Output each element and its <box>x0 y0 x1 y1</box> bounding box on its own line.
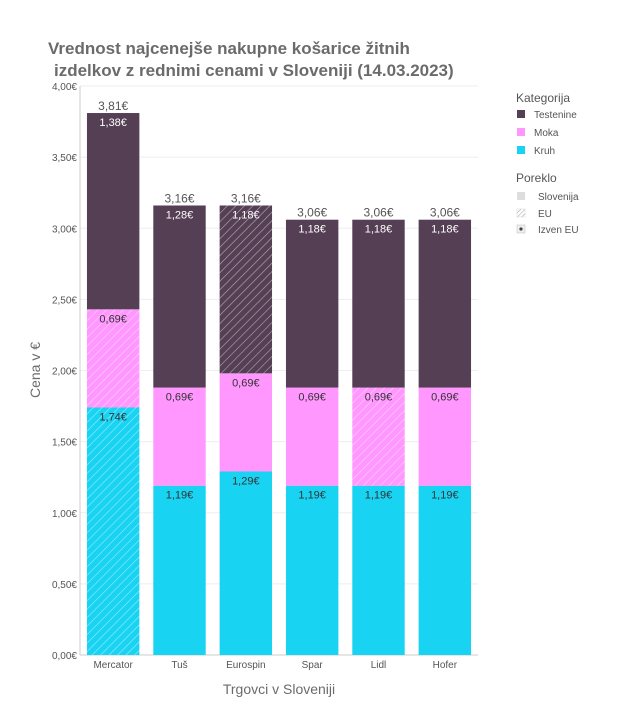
data-label-kruh: 1,19€ <box>166 490 194 502</box>
bar-segment-testenine[interactable] <box>285 219 339 388</box>
chart-title-line-2: izdelkov z rednimi cenami v Sloveniji (1… <box>54 61 454 80</box>
y-tick-label: 0,50€ <box>52 580 77 591</box>
legend-item-moka[interactable]: Moka <box>534 128 559 139</box>
bar-segment-moka[interactable] <box>285 387 339 486</box>
y-tick-label: 1,50€ <box>52 438 77 449</box>
bar-segment-hatch-eu <box>219 205 273 374</box>
legend-swatch-kruh <box>517 146 525 154</box>
x-tick-label: Mercator <box>93 660 133 671</box>
legend-item-slovenija[interactable]: Slovenija <box>538 192 579 203</box>
data-label-moka: 0,69€ <box>99 313 127 325</box>
data-label-kruh: 1,29€ <box>232 475 260 487</box>
data-label-testenine: 1,28€ <box>166 209 194 221</box>
data-label-kruh: 1,74€ <box>99 411 127 423</box>
y-tick-label: 2,00€ <box>52 367 77 378</box>
total-label: 3,06€ <box>363 206 393 220</box>
data-label-testenine: 1,38€ <box>99 117 127 129</box>
data-label-moka: 0,69€ <box>298 392 326 404</box>
x-axis-ticks: Mercator Tuš Eurospin Spar Lidl Hofer <box>93 660 457 671</box>
data-label-testenine: 1,18€ <box>298 224 326 236</box>
x-tick-label: Hofer <box>433 660 458 671</box>
bar-segment-hatch-eu <box>86 309 140 408</box>
bar-segment-hatch-eu <box>86 407 140 655</box>
x-axis-title: Trgovci v Sloveniji <box>223 681 335 697</box>
legend-item-eu[interactable]: EU <box>538 209 552 220</box>
legend-dot-izven-eu <box>519 227 523 231</box>
data-label-moka: 0,69€ <box>365 392 393 404</box>
legend-item-izven-eu[interactable]: Izven EU <box>538 225 579 236</box>
y-axis-title: Cena v € <box>27 342 43 398</box>
y-tick-label: 0,00€ <box>52 651 77 662</box>
legend-swatch-slovenija <box>517 192 525 200</box>
bar-segment-moka[interactable] <box>219 373 273 472</box>
legend-swatch-testenine <box>517 110 525 118</box>
y-tick-label: 2,50€ <box>52 295 77 306</box>
bar-segment-kruh[interactable] <box>219 471 273 655</box>
bar-segment-kruh[interactable] <box>418 485 472 655</box>
x-tick-label: Eurospin <box>226 660 265 671</box>
y-tick-label: 4,00€ <box>52 82 77 93</box>
total-label: 3,06€ <box>430 206 460 220</box>
data-label-testenine: 1,18€ <box>232 209 260 221</box>
total-label: 3,16€ <box>231 191 261 205</box>
bar-segment-moka[interactable] <box>153 387 206 486</box>
legend-item-kruh[interactable]: Kruh <box>534 146 555 157</box>
data-label-moka: 0,69€ <box>232 377 260 389</box>
bar-segment-kruh[interactable] <box>352 485 405 655</box>
total-label: 3,06€ <box>297 206 327 220</box>
data-label-testenine: 1,18€ <box>431 224 459 236</box>
data-label-moka: 0,69€ <box>166 392 194 404</box>
chart-title-line-1: Vrednost najcenejše nakupne košarice žit… <box>48 39 410 58</box>
data-label-moka: 0,69€ <box>431 392 459 404</box>
total-label: 3,16€ <box>164 191 194 205</box>
legend-item-testenine[interactable]: Testenine <box>534 110 577 121</box>
legend-swatch-moka <box>517 128 525 136</box>
data-label-kruh: 1,19€ <box>365 490 393 502</box>
chart-title: Vrednost najcenejše nakupne košarice žit… <box>48 39 454 80</box>
bar-segment-testenine[interactable] <box>86 113 140 310</box>
gridlines <box>80 85 478 656</box>
bars <box>86 113 472 655</box>
bar-segment-testenine[interactable] <box>153 205 206 388</box>
bar-segment-testenine[interactable] <box>352 219 405 388</box>
data-labels: 1,74€ 0,69€ 1,38€ 3,81€ 1,19€ 0,69€ 1,28€ 3,16€… <box>98 99 460 502</box>
bar-segment-hatch-eu <box>352 387 405 486</box>
y-tick-label: 3,50€ <box>52 153 77 164</box>
bar-segment-testenine[interactable] <box>418 219 472 388</box>
y-tick-label: 3,00€ <box>52 224 77 235</box>
data-label-kruh: 1,19€ <box>298 490 326 502</box>
legend-swatch-eu <box>516 208 526 218</box>
legend-origin-title: Poreklo <box>516 171 557 185</box>
y-tick-label: 1,00€ <box>52 509 77 520</box>
y-axis-ticks: 0,00€ 0,50€ 1,00€ 1,50€ 2,00€ 2,50€ 3,00€ 3,50€… <box>52 82 77 662</box>
data-label-testenine: 1,18€ <box>365 224 393 236</box>
legend: Kategorija Testenine Moka Kruh Poreklo S… <box>516 91 579 236</box>
total-label: 3,81€ <box>98 99 128 113</box>
x-tick-label: Tuš <box>171 660 187 671</box>
x-tick-label: Spar <box>302 660 324 671</box>
legend-category-title: Kategorija <box>516 91 570 105</box>
bar-segment-kruh[interactable] <box>285 485 339 655</box>
bar-segment-kruh[interactable] <box>153 485 206 655</box>
x-tick-label: Lidl <box>371 660 387 671</box>
bar-segment-moka[interactable] <box>418 387 472 486</box>
data-label-kruh: 1,19€ <box>431 490 459 502</box>
